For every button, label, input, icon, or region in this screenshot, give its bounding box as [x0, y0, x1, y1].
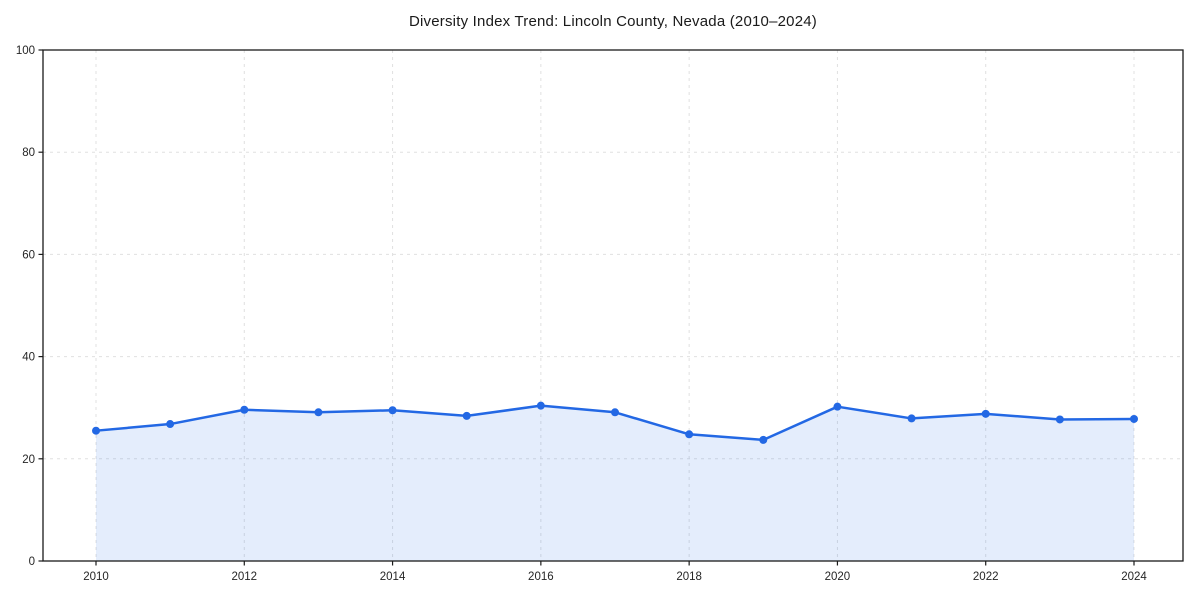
data-point — [166, 420, 175, 429]
plot-area-box — [42, 49, 1184, 562]
data-point — [907, 414, 916, 423]
x-tick-label: 2022 — [973, 571, 999, 583]
gridlines — [43, 49, 1183, 562]
x-tick-label: 2020 — [825, 571, 851, 583]
data-point — [833, 402, 842, 411]
x-axis: 2010 2012 2014 2016 2018 2020 2022 2024 — [83, 561, 1147, 583]
y-tick-label: 0 — [29, 556, 35, 568]
data-point — [685, 430, 694, 439]
x-tick-label: 2016 — [528, 571, 554, 583]
data-point — [92, 426, 100, 435]
data-point — [314, 408, 323, 417]
x-tick-label: 2014 — [380, 571, 406, 583]
x-tick-label: 2012 — [231, 571, 257, 583]
y-axis: 0 20 40 60 80 100 — [16, 45, 43, 568]
data-point — [981, 409, 990, 418]
data-point — [1055, 415, 1064, 424]
data-area — [96, 405, 1134, 561]
data-point — [388, 406, 397, 415]
y-tick-label: 60 — [22, 249, 35, 261]
y-tick-label: 20 — [22, 454, 35, 466]
x-tick-label: 2024 — [1121, 571, 1147, 583]
x-tick-label: 2018 — [676, 571, 702, 583]
x-tick-label: 2010 — [83, 571, 109, 583]
data-point — [1130, 414, 1138, 423]
data-point — [536, 401, 545, 410]
y-tick-label: 40 — [22, 352, 35, 364]
data-point — [462, 411, 471, 420]
data-point — [759, 435, 768, 444]
y-tick-label: 100 — [16, 45, 35, 57]
chart-title: Diversity Index Trend: Lincoln County, N… — [408, 13, 817, 30]
data-point — [240, 405, 249, 414]
y-tick-label: 80 — [22, 147, 35, 159]
data-points — [92, 401, 1138, 444]
data-point — [611, 408, 619, 417]
